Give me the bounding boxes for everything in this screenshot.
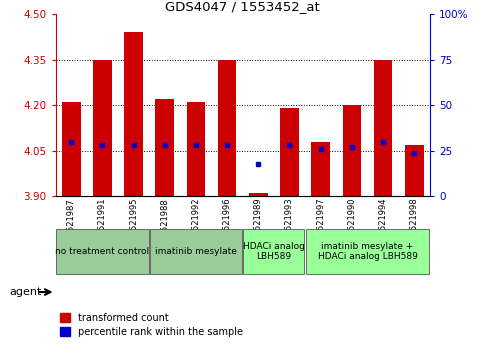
Bar xyxy=(306,229,429,274)
Bar xyxy=(312,142,330,196)
Bar xyxy=(150,229,242,274)
Bar xyxy=(280,108,299,196)
Bar xyxy=(249,193,268,196)
Bar xyxy=(405,145,424,196)
Bar xyxy=(62,102,81,196)
Bar xyxy=(124,32,143,196)
Text: imatinib mesylate +
HDACi analog LBH589: imatinib mesylate + HDACi analog LBH589 xyxy=(317,242,417,261)
Bar xyxy=(56,229,148,274)
Text: HDACi analog
LBH589: HDACi analog LBH589 xyxy=(243,242,305,261)
Text: imatinib mesylate: imatinib mesylate xyxy=(155,247,237,256)
Bar xyxy=(342,105,361,196)
Legend: transformed count, percentile rank within the sample: transformed count, percentile rank withi… xyxy=(60,313,243,337)
Bar xyxy=(93,60,112,196)
Text: no treatment control: no treatment control xyxy=(55,247,149,256)
Bar xyxy=(156,99,174,196)
Bar xyxy=(243,229,304,274)
Text: agent: agent xyxy=(10,287,42,297)
Bar xyxy=(374,60,392,196)
Bar xyxy=(218,60,237,196)
Bar xyxy=(186,102,205,196)
Title: GDS4047 / 1553452_at: GDS4047 / 1553452_at xyxy=(165,0,320,13)
